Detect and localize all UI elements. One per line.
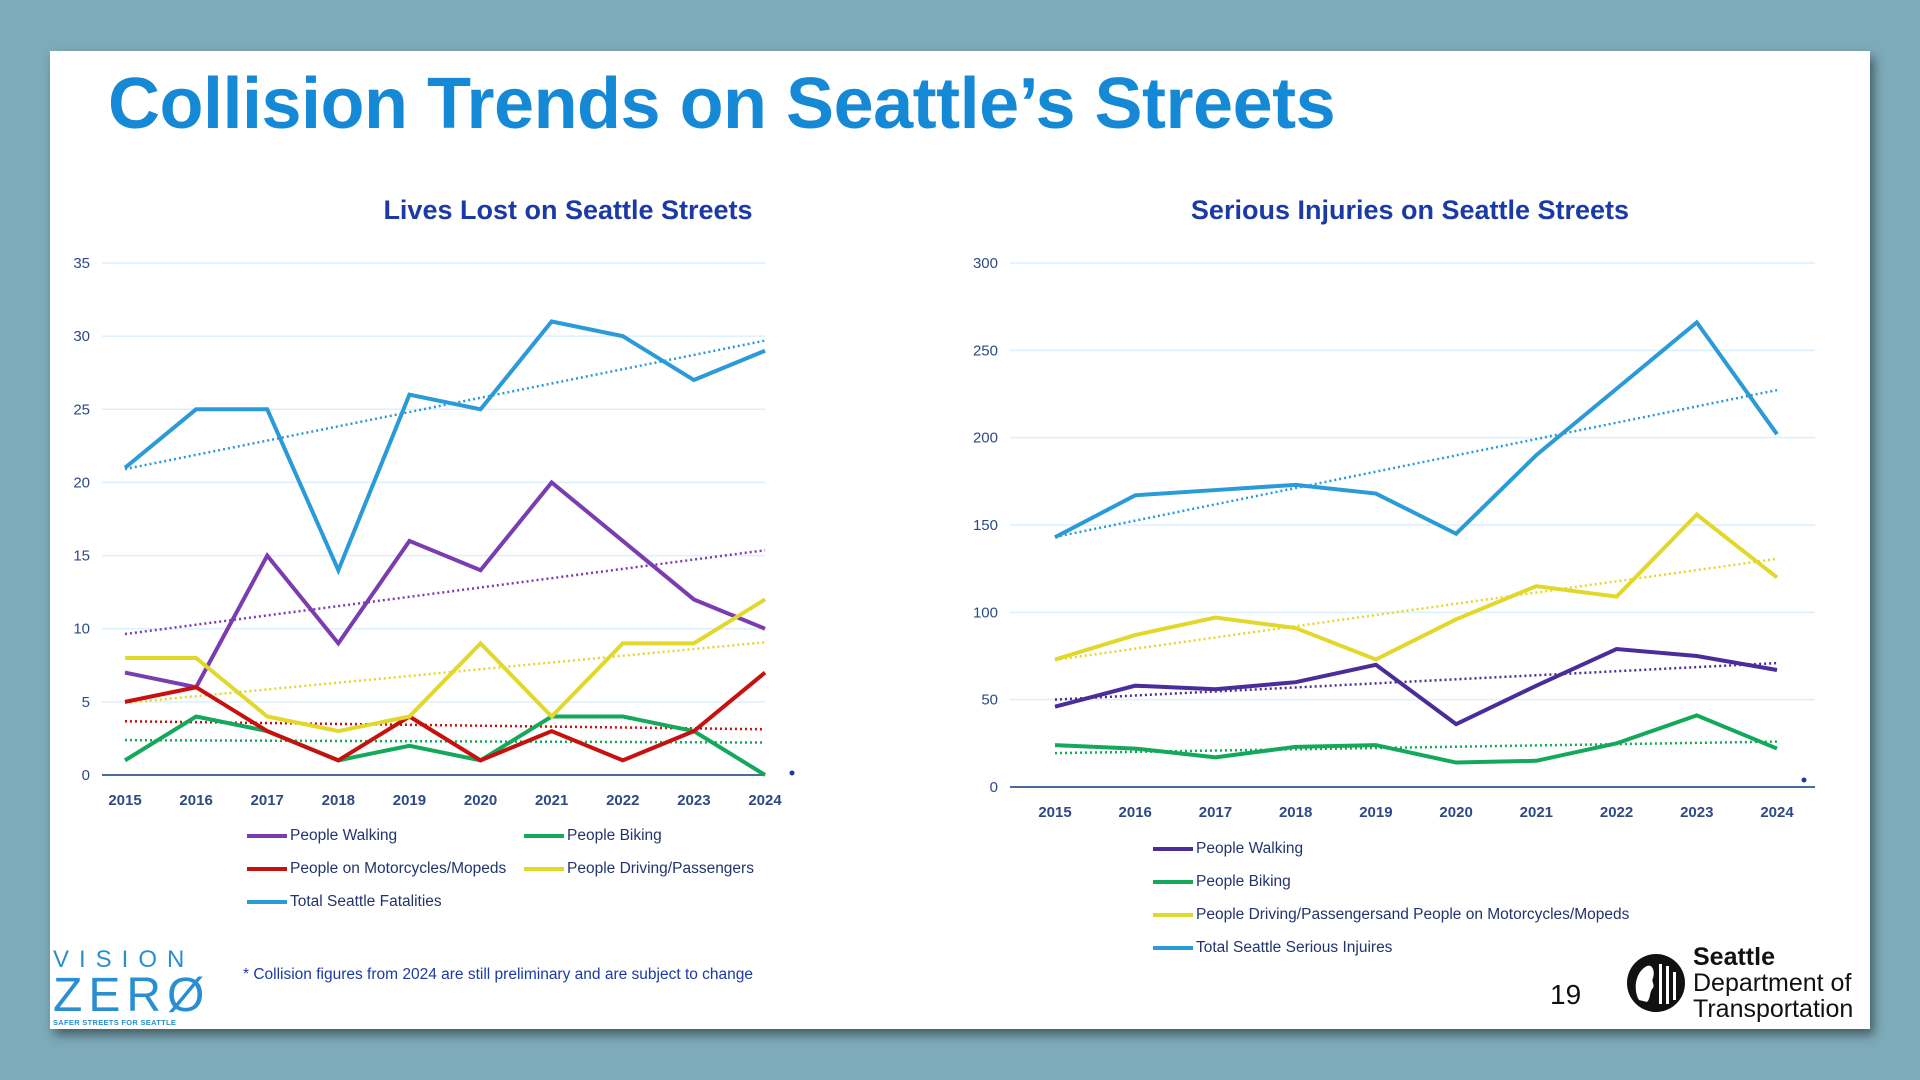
legend-swatch	[247, 867, 287, 871]
legend-label: People Biking	[1196, 873, 1291, 890]
x-tick-label: 2016	[1119, 804, 1152, 821]
y-tick-label: 20	[73, 474, 90, 491]
legend-item: People Driving/Passengersand People on M…	[1153, 906, 1629, 924]
y-tick-label: 200	[973, 430, 998, 447]
sdot-logo-line1: Seattle	[1693, 943, 1775, 971]
legend-item: People on Motorcycles/Mopeds	[247, 860, 506, 878]
legend-item: Total Seattle Fatalities	[247, 893, 442, 911]
y-tick-label: 10	[73, 621, 90, 638]
chart-title-serious-injuries: Serious Injuries on Seattle Streets	[1190, 195, 1630, 225]
legend-item: Total Seattle Serious Injuires	[1153, 939, 1392, 957]
x-tick-label: 2024	[748, 792, 782, 809]
y-tick-label: 100	[973, 604, 998, 621]
x-tick-label: 2024	[1760, 804, 1794, 821]
y-tick-label: 50	[981, 692, 998, 709]
x-tick-label: 2022	[1600, 804, 1633, 821]
seattle-seal-icon	[1627, 954, 1685, 1012]
legend-label: Total Seattle Serious Injuires	[1196, 939, 1393, 956]
legend-item: People Biking	[524, 827, 662, 845]
trendline	[124, 738, 766, 744]
x-tick-label: 2020	[464, 792, 497, 809]
vision-zero-logo-line2: ZERØ	[53, 969, 211, 1022]
sdot-logo-line3: Transportation	[1693, 995, 1854, 1023]
y-tick-label: 15	[73, 548, 90, 565]
y-tick-label: 0	[990, 779, 998, 796]
preliminary-marker	[1801, 777, 1807, 783]
y-tick-label: 250	[973, 342, 998, 359]
legend-label: People Driving/Passengersand People on M…	[1196, 906, 1630, 923]
x-tick-label: 2021	[1520, 804, 1553, 821]
series-line	[125, 597, 767, 734]
legend-swatch	[1153, 880, 1193, 884]
legend-item: People Biking	[1153, 873, 1291, 891]
y-tick-label: 5	[82, 694, 90, 711]
vision-zero-logo-tagline: SAFER STREETS FOR SEATTLE	[53, 1018, 177, 1027]
y-tick-label: 25	[73, 401, 90, 418]
series-line	[123, 714, 767, 777]
x-tick-label: 2021	[535, 792, 568, 809]
chart-serious-injuries: 0 50 100 150 200 250 300 2015 2016 2017 2018 2019 20…	[973, 255, 1815, 821]
preliminary-marker	[789, 770, 795, 776]
x-tick-label: 2018	[1279, 804, 1312, 821]
slide-title: Collision Trends on Seattle’s Streets	[108, 64, 1336, 144]
series-line	[1054, 511, 1779, 662]
legend-label: Total Seattle Fatalities	[290, 893, 442, 910]
trendline	[124, 641, 766, 705]
vision-zero-logo: VISION ZERØ SAFER STREETS FOR SEATTLE	[53, 946, 211, 1027]
legend-label: People Walking	[1196, 840, 1304, 857]
y-tick-label: 30	[73, 328, 90, 345]
legend-swatch	[247, 900, 287, 904]
x-tick-label: 2018	[322, 792, 355, 809]
legend-swatch	[1153, 946, 1193, 950]
x-tick-label: 2016	[179, 792, 212, 809]
x-tick-label: 2015	[1038, 804, 1071, 821]
legend-swatch	[524, 867, 564, 871]
series-line	[1054, 319, 1779, 539]
trendline	[1054, 557, 1778, 662]
slide: Collision Trends on Seattle’s Streets Li…	[50, 51, 1870, 1029]
y-tick-label: 150	[973, 517, 998, 534]
x-tick-label: 2023	[1680, 804, 1713, 821]
y-tick-label: 300	[973, 255, 998, 272]
sdot-logo-line2: Department of	[1693, 969, 1852, 997]
legend-item: People Driving/Passengers	[524, 860, 754, 878]
trendline	[124, 339, 766, 471]
x-tick-label: 2017	[1199, 804, 1232, 821]
chart-lives-lost: 0 5 10 15 20 25 30 35 2015 2016 2017 2018 2019 2020 20…	[73, 255, 795, 809]
legend-item: People Walking	[247, 827, 397, 845]
series-line	[1054, 713, 1778, 765]
legend-swatch	[247, 834, 287, 838]
legend-label: People Driving/Passengers	[567, 860, 754, 877]
chart-title-lives-lost: Lives Lost on Seattle Streets	[383, 195, 753, 225]
x-tick-label: 2019	[1359, 804, 1392, 821]
x-tick-label: 2015	[108, 792, 141, 809]
sdot-logo: Seattle Department of Transportation	[1625, 944, 1853, 1022]
y-tick-label: 35	[73, 255, 90, 272]
series-line	[123, 319, 766, 576]
x-tick-label: 2022	[606, 792, 639, 809]
footnote: * Collision figures from 2024 are still …	[243, 966, 754, 983]
y-tick-label: 0	[82, 767, 90, 784]
x-tick-label: 2020	[1439, 804, 1472, 821]
legend-swatch	[1153, 847, 1193, 851]
vision-zero-logo-line1: VISION	[53, 946, 195, 973]
trendline	[1054, 661, 1778, 701]
legend-label: People on Motorcycles/Mopeds	[290, 860, 507, 877]
legend-swatch	[524, 834, 564, 838]
legend-item: People Walking	[1153, 840, 1303, 858]
series-line	[124, 479, 766, 690]
x-tick-label: 2019	[393, 792, 426, 809]
series-line	[1054, 646, 1778, 727]
legend-swatch	[1153, 913, 1193, 917]
page-number: 19	[1550, 979, 1582, 1010]
x-tick-label: 2017	[251, 792, 284, 809]
legend-label: People Walking	[290, 827, 398, 844]
legend-label: People Biking	[567, 827, 662, 844]
series-line	[124, 671, 767, 763]
x-tick-label: 2023	[677, 792, 710, 809]
